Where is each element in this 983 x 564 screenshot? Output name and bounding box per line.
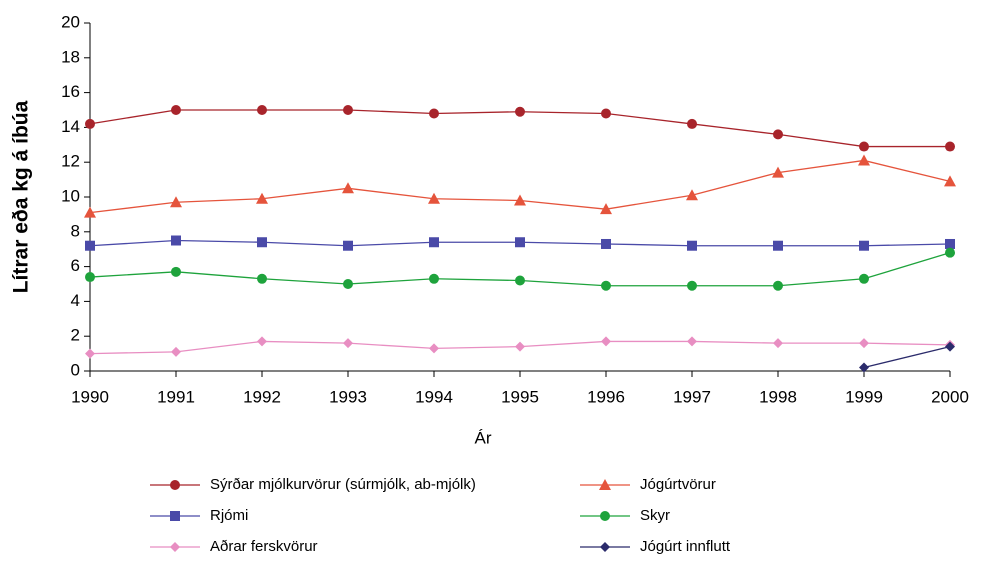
- marker: [85, 272, 95, 283]
- marker: [343, 105, 353, 115]
- y-tick-label: 14: [61, 117, 80, 136]
- marker: [343, 240, 353, 251]
- marker: [85, 118, 95, 129]
- y-tick-label: 8: [71, 221, 80, 240]
- marker: [601, 280, 611, 291]
- x-tick-label: 1990: [71, 387, 109, 406]
- marker: [601, 108, 611, 119]
- x-tick-label: 1999: [845, 387, 883, 406]
- x-tick-label: 1996: [587, 387, 625, 406]
- marker: [85, 348, 95, 359]
- marker: [428, 192, 440, 204]
- marker: [859, 273, 869, 284]
- marker: [256, 192, 268, 204]
- marker: [945, 141, 955, 152]
- legend-label: Rjómi: [210, 507, 248, 524]
- marker: [773, 240, 783, 251]
- x-tick-label: 1998: [759, 387, 797, 406]
- marker: [514, 194, 526, 206]
- marker: [773, 280, 783, 291]
- marker: [599, 479, 611, 490]
- marker: [515, 275, 525, 286]
- marker: [945, 238, 955, 249]
- marker: [171, 105, 181, 115]
- y-tick-label: 12: [61, 152, 80, 171]
- marker: [343, 279, 353, 289]
- marker: [257, 105, 267, 115]
- marker: [257, 336, 267, 347]
- marker: [257, 273, 267, 284]
- x-tick-label: 1995: [501, 387, 539, 406]
- marker: [858, 154, 870, 166]
- x-tick-label: 1993: [329, 387, 367, 406]
- marker: [170, 511, 180, 521]
- y-tick-label: 6: [71, 256, 80, 275]
- y-axis-label: Lítrar eða kg á íbúa: [10, 100, 33, 293]
- y-tick-label: 16: [61, 82, 80, 101]
- marker: [170, 480, 180, 490]
- marker: [515, 341, 525, 352]
- marker: [171, 235, 181, 246]
- marker: [773, 129, 783, 140]
- marker: [687, 336, 697, 347]
- marker: [600, 511, 610, 521]
- legend-label: Sýrðar mjólkurvörur (súrmjólk, ab-mjólk): [210, 476, 476, 493]
- marker: [601, 336, 611, 347]
- marker: [687, 118, 697, 129]
- legend-label: Jógúrt innflutt: [640, 538, 731, 555]
- legend-label: Aðrar ferskvörur: [210, 538, 318, 555]
- marker: [429, 108, 439, 119]
- marker: [600, 542, 610, 552]
- legend-label: Jógúrtvörur: [640, 476, 716, 493]
- y-tick-label: 2: [71, 326, 80, 345]
- marker: [429, 273, 439, 284]
- marker: [687, 280, 697, 291]
- marker: [686, 189, 698, 201]
- x-tick-label: 1991: [157, 387, 195, 406]
- line: [863, 346, 951, 369]
- marker: [429, 237, 439, 248]
- marker: [515, 106, 525, 117]
- x-tick-label: 2000: [931, 387, 969, 406]
- marker: [859, 362, 869, 373]
- x-tick-label: 1994: [415, 387, 453, 406]
- y-tick-label: 18: [61, 47, 80, 66]
- marker: [342, 182, 354, 194]
- marker: [945, 341, 955, 352]
- y-tick-label: 20: [61, 12, 80, 31]
- y-tick-label: 10: [61, 186, 80, 205]
- marker: [945, 247, 955, 258]
- marker: [687, 240, 697, 251]
- marker: [171, 346, 181, 357]
- marker: [429, 343, 439, 354]
- marker: [600, 203, 612, 215]
- legend-label: Skyr: [640, 507, 670, 524]
- marker: [859, 338, 869, 349]
- marker: [170, 196, 182, 208]
- x-tick-label: 1992: [243, 387, 281, 406]
- marker: [601, 238, 611, 249]
- marker: [773, 338, 783, 349]
- marker: [171, 266, 181, 277]
- y-tick-label: 0: [71, 360, 80, 379]
- marker: [515, 237, 525, 248]
- y-tick-label: 4: [71, 291, 80, 310]
- x-axis-label: Ár: [475, 428, 492, 447]
- marker: [85, 240, 95, 251]
- x-tick-label: 1997: [673, 387, 711, 406]
- marker: [859, 240, 869, 251]
- marker: [257, 237, 267, 248]
- marker: [944, 175, 956, 187]
- marker: [772, 166, 784, 178]
- marker: [84, 206, 96, 218]
- marker: [859, 141, 869, 152]
- marker: [170, 542, 180, 552]
- marker: [343, 338, 353, 349]
